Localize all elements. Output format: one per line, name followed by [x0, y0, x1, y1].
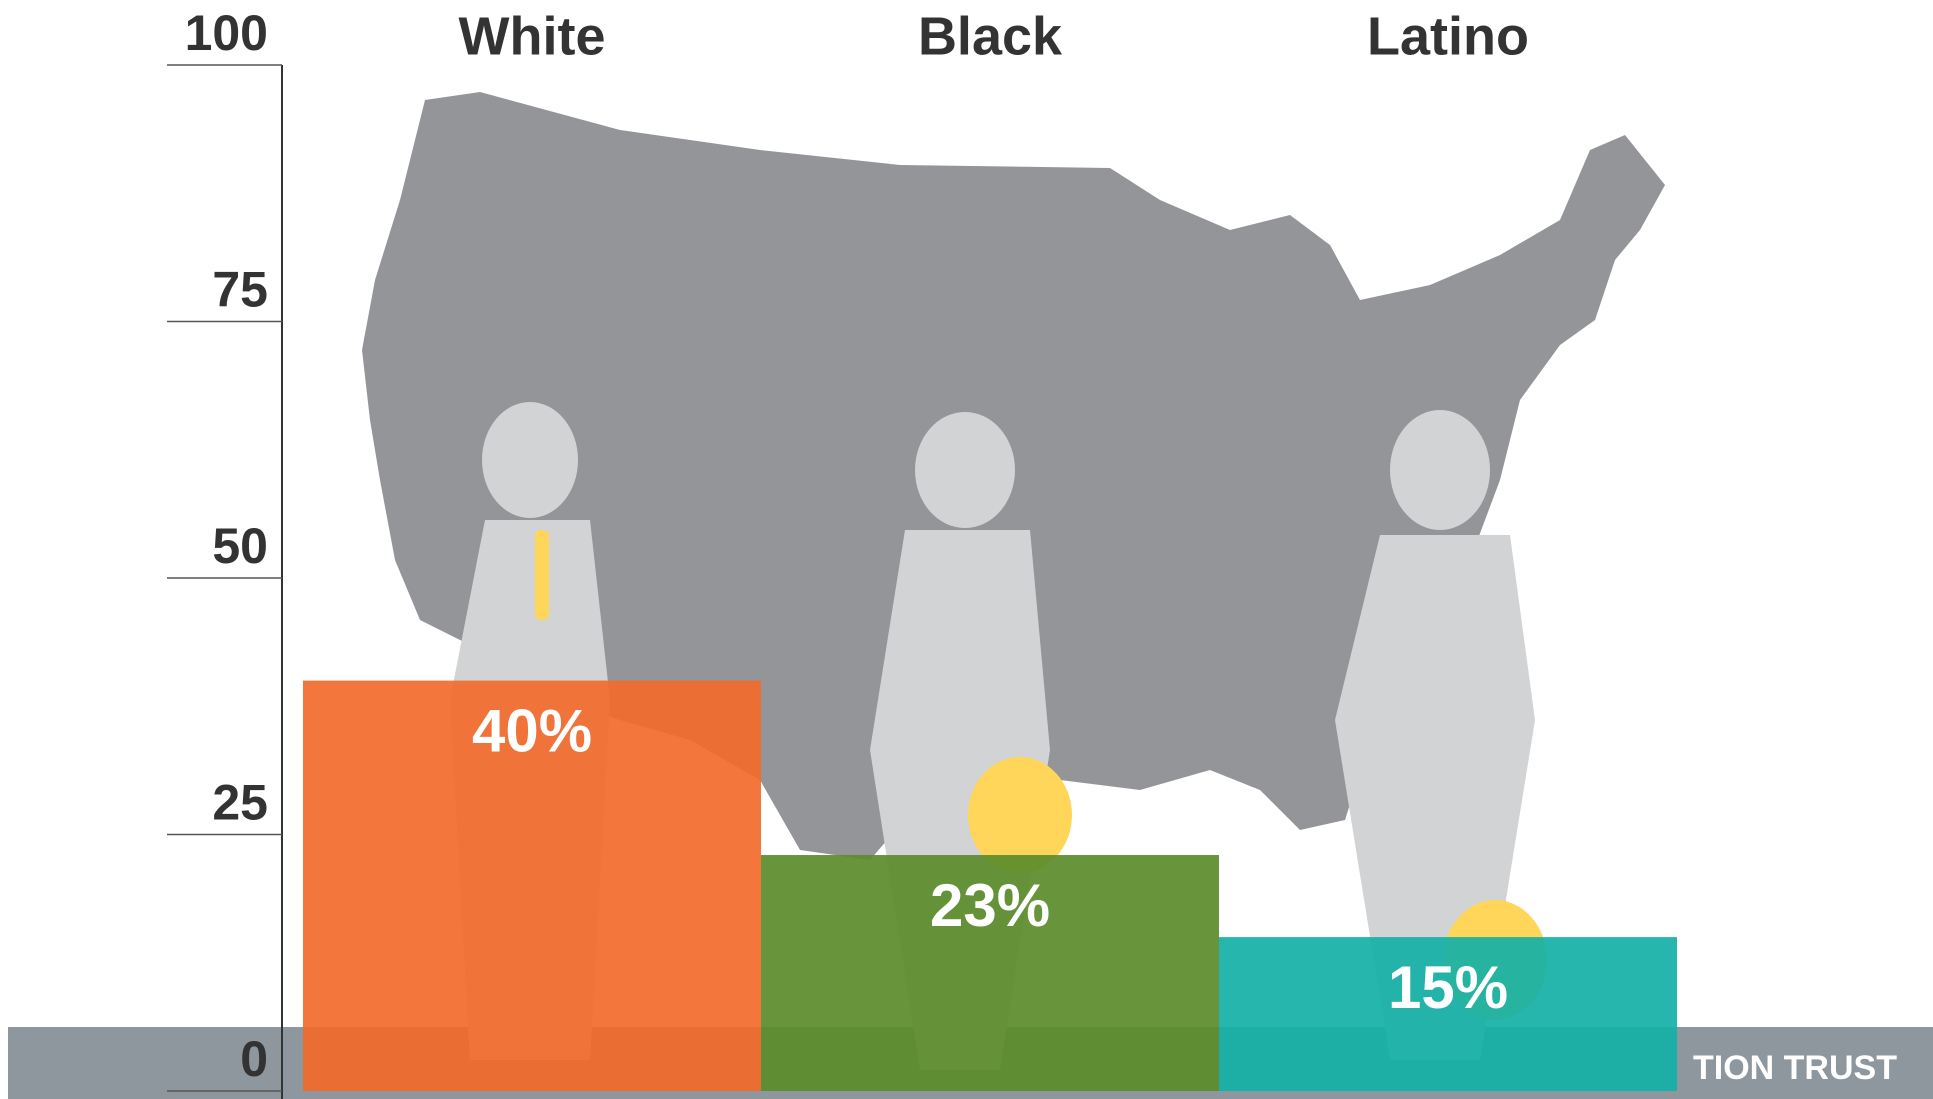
y-tick-label: 0	[240, 1031, 268, 1087]
y-tick-label: 25	[212, 775, 268, 831]
value-label: 40%	[472, 697, 592, 764]
bar	[303, 680, 761, 1091]
y-tick-label: 75	[212, 262, 268, 318]
bar	[1219, 937, 1677, 1091]
value-label: 15%	[1388, 954, 1508, 1021]
category-label: Latino	[1367, 6, 1529, 66]
y-tick-label: 50	[212, 518, 268, 574]
value-label: 23%	[930, 872, 1050, 939]
bar	[761, 855, 1219, 1091]
category-label: Black	[918, 6, 1063, 66]
footer-text: TION TRUST	[1693, 1049, 1897, 1087]
category-label: White	[459, 6, 606, 66]
y-tick-label: 100	[185, 5, 268, 61]
